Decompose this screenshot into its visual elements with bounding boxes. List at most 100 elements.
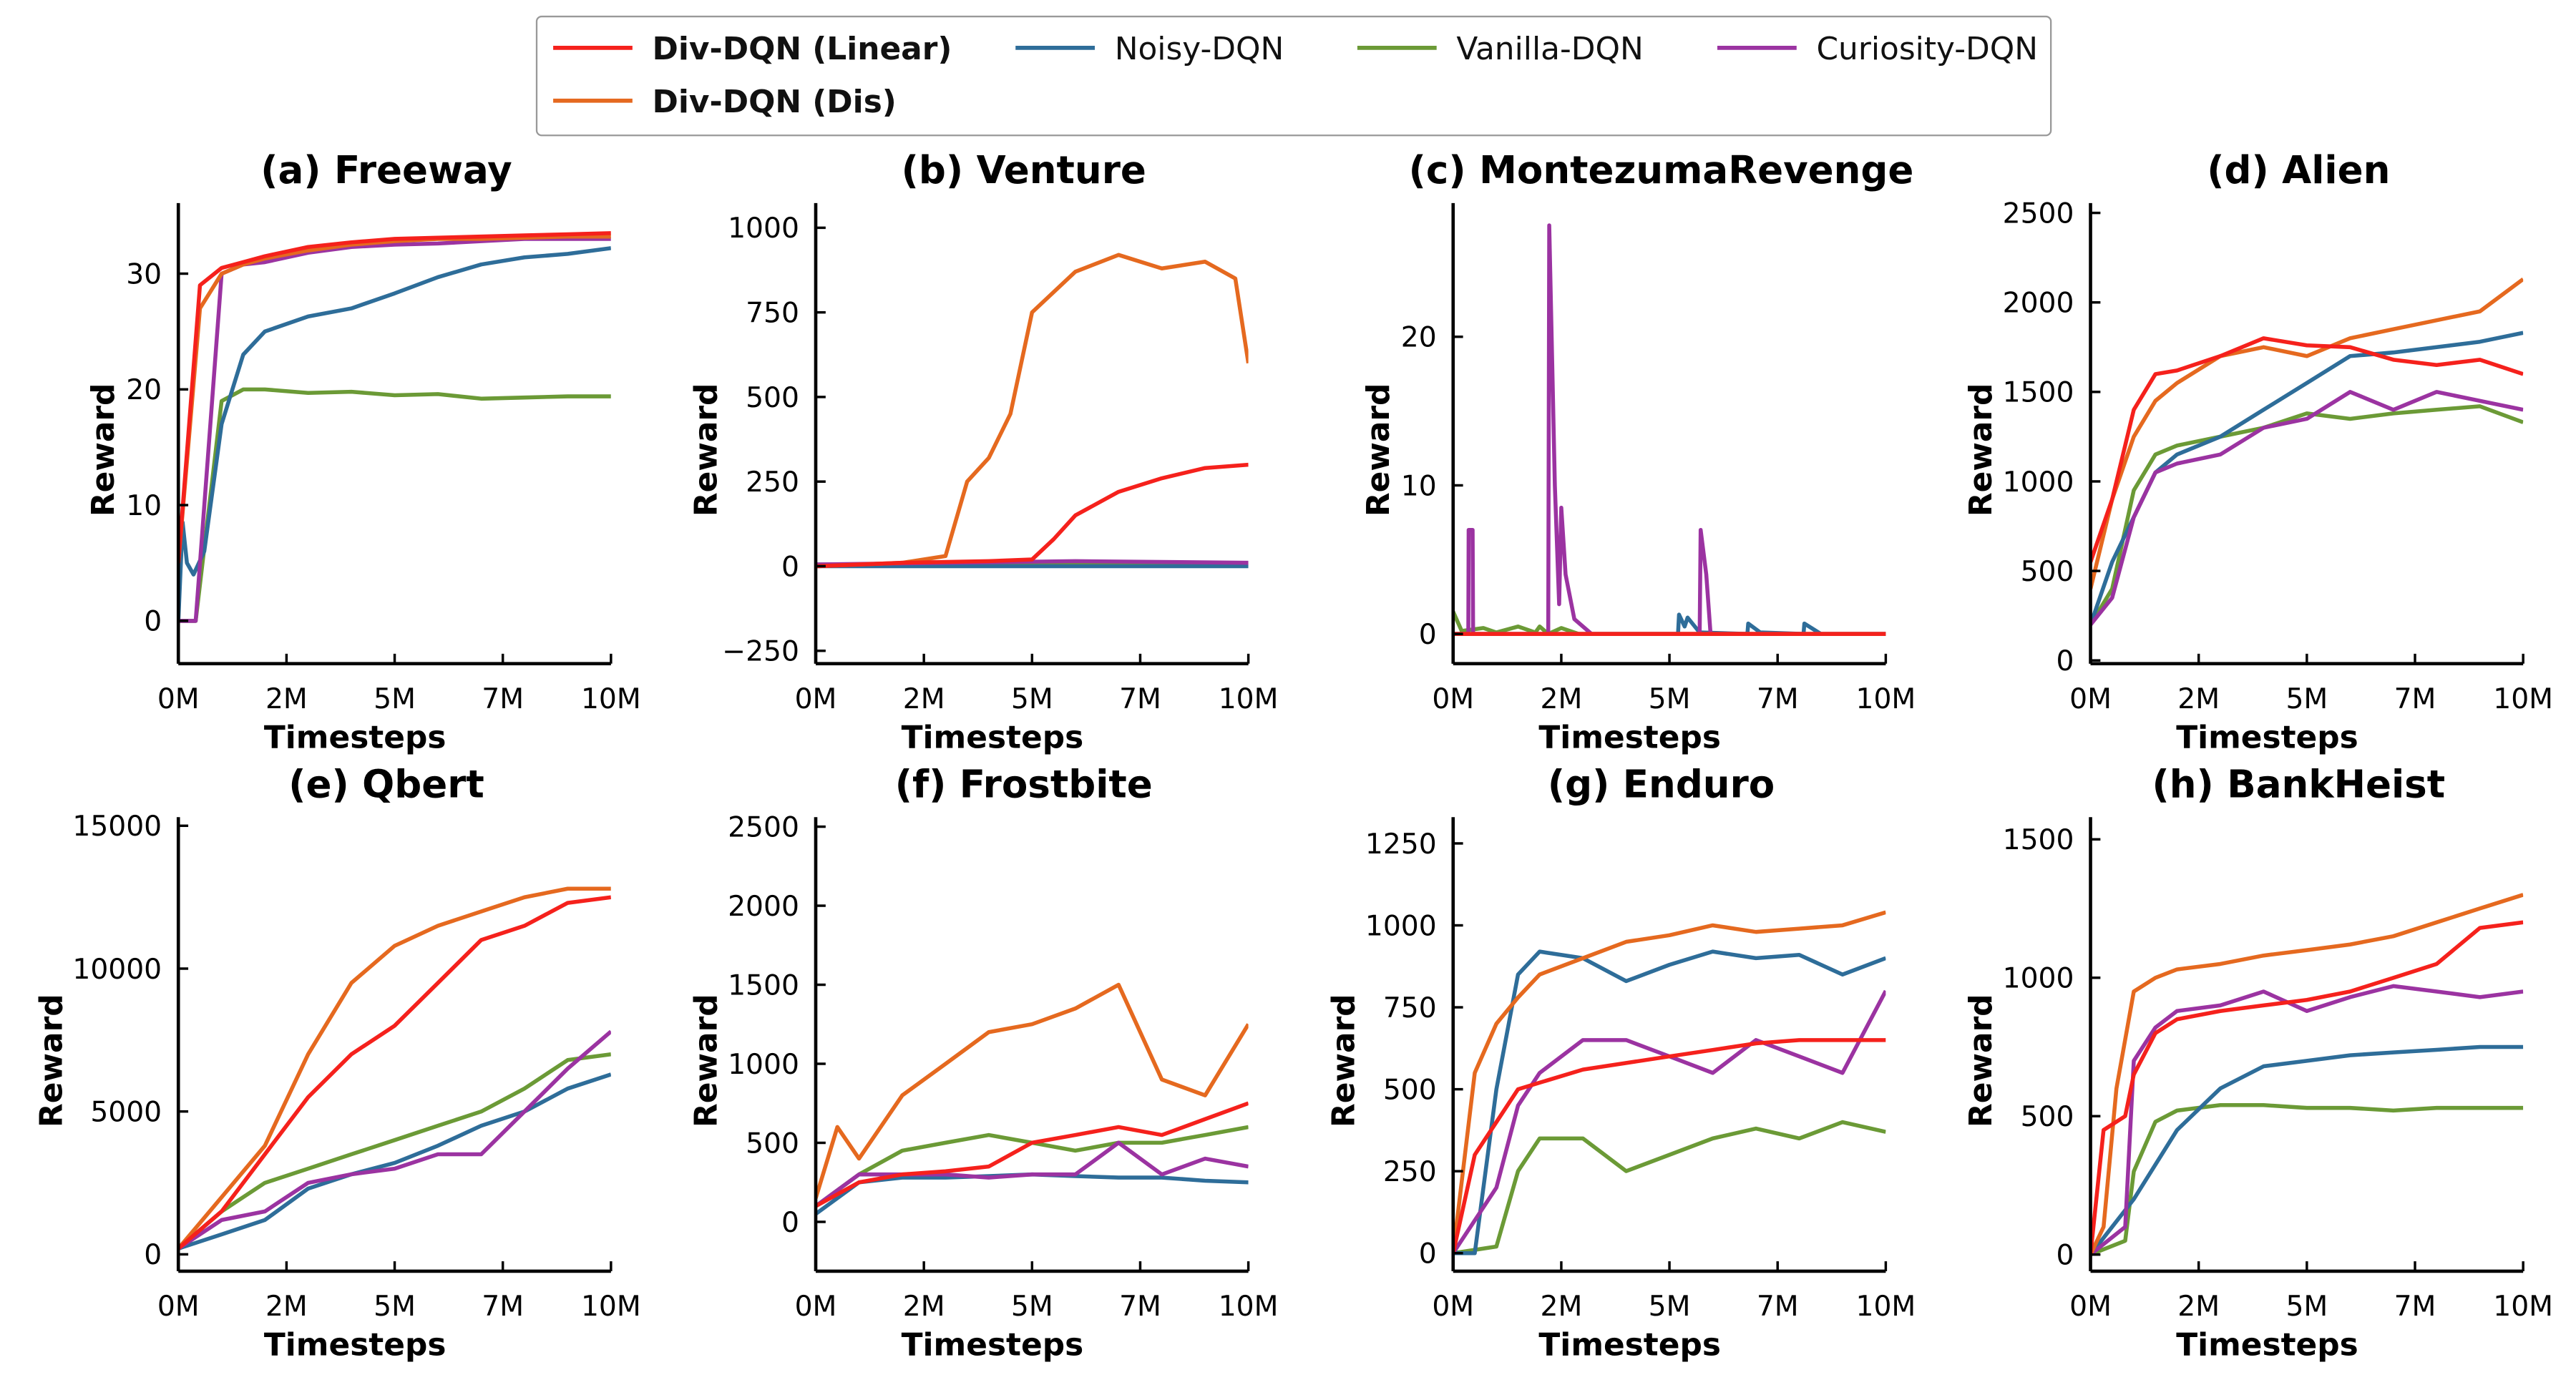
- series-line-div-dqn-dis: [2090, 278, 2524, 589]
- y-tick-label: 1000: [2003, 466, 2074, 499]
- y-tick-label: 250: [1383, 1156, 1437, 1188]
- x-axis-label: Timesteps: [1538, 1327, 1721, 1364]
- y-tick-label: 0: [781, 551, 799, 583]
- y-tick-label: 500: [746, 1127, 799, 1160]
- y-axis-label: Reward: [688, 994, 725, 1127]
- y-tick-label: 1250: [1365, 828, 1437, 861]
- series-line-curiosity-dqn: [2090, 984, 2524, 1256]
- y-tick-label: 500: [1383, 1074, 1437, 1106]
- legend-label: Vanilla-DQN: [1456, 31, 1643, 67]
- x-tick-label: 5M: [1649, 683, 1691, 715]
- subplot-title: (g) Enduro: [1548, 763, 1775, 807]
- series-group: [178, 231, 611, 623]
- x-tick-label: 10M: [1219, 683, 1279, 715]
- x-tick-label: 2M: [1541, 1291, 1583, 1323]
- subplot-title: (f) Frostbite: [895, 763, 1153, 807]
- x-tick-label: 2M: [265, 1291, 308, 1323]
- series-line-div-dqn-dis: [816, 982, 1249, 1199]
- x-tick-label: 0M: [795, 1291, 837, 1323]
- y-tick-label: 0: [1419, 619, 1437, 651]
- y-tick-label: 1500: [2003, 377, 2074, 409]
- series-line-vanilla-dqn: [1453, 610, 1886, 636]
- y-tick-label: 30: [126, 258, 162, 290]
- x-axis-label: Timesteps: [264, 1327, 447, 1364]
- series-group: [816, 253, 1249, 569]
- x-tick-label: 0M: [795, 683, 837, 715]
- y-tick-label: 2500: [2003, 197, 2074, 230]
- series-line-div-dqn-linear: [1453, 1038, 1886, 1254]
- series-line-div-dqn-linear: [178, 231, 611, 564]
- y-axis-label: Reward: [1963, 383, 1999, 517]
- series-line-vanilla-dqn: [2090, 404, 2524, 626]
- series-line-noisy-dqn: [178, 246, 611, 622]
- series-line-div-dqn-linear: [816, 462, 1249, 569]
- series-line-vanilla-dqn: [178, 387, 611, 623]
- x-tick-label: 10M: [1856, 683, 1916, 715]
- y-tick-label: 10: [1401, 470, 1437, 502]
- x-tick-label: 7M: [482, 683, 524, 715]
- x-tick-label: 7M: [1119, 683, 1161, 715]
- series-line-curiosity-dqn: [1453, 223, 1886, 636]
- y-tick-label: 0: [2057, 1240, 2074, 1272]
- y-tick-label: 2000: [728, 891, 799, 923]
- x-tick-label: 2M: [2177, 683, 2220, 715]
- x-tick-label: 10M: [1856, 1291, 1916, 1323]
- x-axis-label: Timesteps: [1538, 719, 1721, 755]
- x-tick-label: 10M: [581, 683, 641, 715]
- legend-label: Div-DQN (Dis): [653, 84, 897, 120]
- y-tick-label: 2000: [2003, 288, 2074, 320]
- y-tick-label: 1000: [728, 212, 799, 245]
- series-line-noisy-dqn: [1453, 949, 1886, 1256]
- legend-label: Noisy-DQN: [1115, 31, 1284, 67]
- x-tick-label: 0M: [157, 1291, 200, 1323]
- y-tick-label: −250: [722, 636, 799, 668]
- x-tick-label: 0M: [2069, 1291, 2112, 1323]
- x-tick-label: 5M: [2285, 1291, 2328, 1323]
- y-tick-label: 1000: [728, 1049, 799, 1081]
- subplot-3: (c) MontezumaRevenge 0M 2M 5M 7M 10M 0 10 20 Time…: [1360, 148, 1916, 755]
- series-line-noisy-dqn: [2090, 1044, 2524, 1256]
- y-tick-label: 15000: [72, 811, 162, 843]
- y-tick-label: 5000: [90, 1097, 162, 1129]
- series-line-curiosity-dqn: [1453, 989, 1886, 1255]
- y-axis-label: Reward: [1325, 994, 1362, 1127]
- series-group: [816, 982, 1249, 1216]
- y-tick-label: 500: [746, 382, 799, 414]
- series-line-div-dqn-linear: [178, 895, 611, 1250]
- subplot-6: (f) Frostbite 0M 2M 5M 7M 10M 0 500 1000 1500 2000…: [688, 763, 1279, 1364]
- subplot-1: (a) Freeway 0M 2M 5M 7M 10M 0 10 20 30 Timesteps Re…: [85, 148, 640, 755]
- series-group: [2090, 893, 2524, 1257]
- series-group: [2090, 278, 2524, 626]
- series-line-div-dqn-linear: [816, 1101, 1249, 1208]
- x-tick-label: 10M: [581, 1291, 641, 1323]
- y-tick-label: 10000: [72, 954, 162, 986]
- y-axis-label: Reward: [34, 994, 70, 1127]
- y-tick-label: 750: [746, 297, 799, 329]
- y-tick-label: 750: [1383, 992, 1437, 1024]
- y-tick-label: 500: [2021, 556, 2074, 588]
- x-tick-label: 7M: [482, 1291, 524, 1323]
- subplot-7: (g) Enduro 0M 2M 5M 7M 10M 0 250 500 750 1000 1250 T…: [1325, 763, 1916, 1364]
- subplot-2: (b) Venture 0M 2M 5M 7M 10M −250 0 250 500 750 1000…: [688, 148, 1279, 755]
- x-tick-label: 2M: [1541, 683, 1583, 715]
- y-tick-label: 250: [746, 466, 799, 499]
- series-line-div-dqn-dis: [178, 234, 611, 564]
- x-tick-label: 10M: [1219, 1291, 1279, 1323]
- subplot-title: (b) Venture: [902, 148, 1146, 192]
- y-axis-label: Reward: [85, 383, 122, 517]
- x-axis-label: Timesteps: [264, 719, 447, 755]
- series-line-div-dqn-dis: [1453, 910, 1886, 1254]
- y-tick-label: 500: [2021, 1101, 2074, 1133]
- x-tick-label: 7M: [1119, 1291, 1161, 1323]
- y-tick-label: 0: [2057, 645, 2074, 677]
- x-axis-label: Timesteps: [902, 1327, 1084, 1364]
- subplot-8: (h) BankHeist 0M 2M 5M 7M 10M 0 500 1000 1500 Time…: [1963, 763, 2553, 1364]
- subplot-title: (a) Freeway: [260, 148, 512, 192]
- series-line-div-dqn-dis: [816, 253, 1249, 569]
- y-tick-label: 1000: [2003, 963, 2074, 995]
- x-tick-label: 5M: [1011, 683, 1053, 715]
- y-axis-label: Reward: [688, 383, 725, 517]
- legend-box: [535, 15, 2052, 137]
- x-tick-label: 0M: [1432, 683, 1474, 715]
- series-line-div-dqn-dis: [2090, 893, 2524, 1256]
